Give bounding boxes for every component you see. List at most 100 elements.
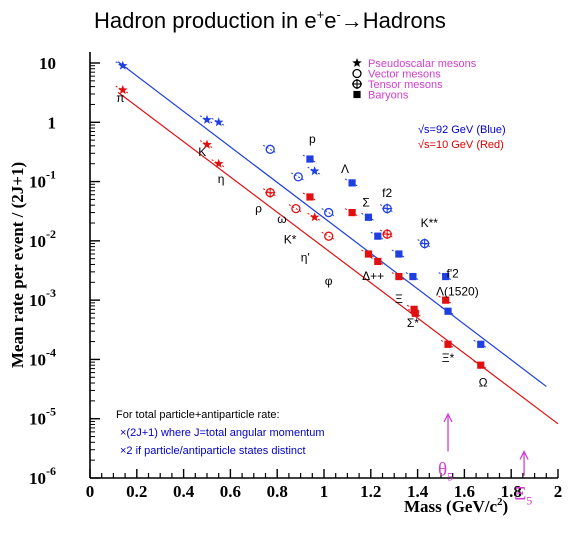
legend-label: Vector mesons	[368, 69, 441, 81]
square-marker	[348, 208, 356, 217]
particle-label: K*	[284, 233, 297, 247]
legend-label: Pseudoscalar mesons	[368, 58, 477, 70]
note-line: ×2 if particle/antiparticle states disti…	[120, 445, 306, 457]
square-marker	[477, 361, 485, 369]
particle-label: η'	[301, 250, 310, 264]
x-tick-label: 0.8	[267, 482, 288, 501]
square-marker	[364, 250, 373, 258]
star-marker	[309, 166, 320, 176]
point-error-bar	[291, 172, 306, 182]
y-tick-label: 10-6	[29, 464, 56, 488]
arrow-label: θ5	[438, 459, 453, 483]
square-marker	[348, 179, 356, 187]
cross-circle-marker	[352, 79, 362, 89]
fit-line	[117, 91, 559, 425]
x-tick-label: 1	[320, 482, 329, 501]
square-marker	[306, 193, 314, 201]
circle-marker	[293, 172, 303, 182]
square-marker	[409, 272, 417, 281]
y-tick-label: 10-2	[29, 227, 56, 251]
fit-lines	[117, 61, 559, 425]
x-tick-label: 1.8	[501, 482, 522, 501]
point-error-bar	[262, 144, 278, 154]
legend-label: Tensor mesons	[368, 79, 443, 91]
chart-title: Hadron production in e+e-→Hadrons	[94, 7, 446, 33]
y-tick-label: 10-5	[29, 405, 56, 429]
circle-marker	[324, 231, 334, 241]
y-axis-label: Mean rate per event / (2J+1)	[8, 162, 27, 368]
particle-label: Δ++	[362, 269, 384, 283]
data-points	[115, 60, 489, 370]
cross-circle-marker	[419, 238, 430, 249]
y-tick-label: 10-4	[29, 345, 56, 369]
arrow-head	[443, 412, 453, 423]
particle-label: K	[198, 145, 206, 159]
square-marker	[410, 305, 418, 313]
particle-label: π	[116, 91, 124, 105]
star-marker	[118, 85, 128, 95]
star-marker	[202, 139, 212, 149]
point-error-bar	[288, 204, 304, 214]
x-axis-label: Mass (GeV/c2)	[404, 496, 508, 516]
square-marker	[395, 272, 403, 281]
particle-label: η	[218, 172, 225, 186]
particle-label: Ξ	[395, 292, 403, 306]
particle-label: f2	[382, 186, 392, 200]
fit-line	[117, 61, 547, 387]
square-marker	[444, 307, 452, 315]
particle-label: ω	[277, 212, 286, 226]
y-tick-label: 10-3	[29, 286, 56, 310]
energy-labels: √s=92 GeV (Blue) √s=10 GeV (Red)	[418, 124, 506, 151]
particle-label: φ	[325, 274, 333, 288]
ticks: 0 0.2 0.4 0.6 0.8 1 1.2 1.4 1.6 1.8 2 10 1 10-1 10-2 10…	[29, 54, 562, 501]
square-marker	[306, 155, 314, 163]
square-marker	[411, 309, 419, 317]
square-marker	[442, 296, 450, 304]
square-marker	[442, 272, 450, 281]
energy-label: √s=92 GeV (Blue)	[418, 124, 506, 136]
x-tick-label: 0.6	[220, 482, 241, 501]
star-marker	[118, 60, 128, 70]
x-tick-label: 0.4	[173, 482, 195, 501]
square-marker	[374, 257, 382, 266]
circle-marker	[324, 207, 334, 218]
star-marker	[213, 117, 224, 127]
particle-label: f'2	[447, 267, 460, 281]
circle-marker	[291, 203, 301, 214]
x-tick-label: 2	[554, 482, 563, 501]
star-marker	[309, 212, 320, 222]
point-error-bar	[321, 208, 336, 218]
particle-label: Λ	[341, 162, 349, 176]
square-marker	[353, 90, 361, 99]
note-line: For total particle+antiparticle rate:	[116, 409, 280, 421]
particle-label: Σ*	[407, 316, 419, 330]
x-tick-label: 1.4	[407, 482, 429, 501]
square-marker	[364, 213, 373, 221]
star-marker	[202, 114, 212, 124]
point-error-bar	[321, 231, 336, 241]
x-tick-label: 1.2	[360, 482, 381, 501]
square-marker	[477, 340, 485, 348]
x-tick-label: 0.2	[126, 482, 147, 501]
square-marker	[374, 232, 382, 240]
y-tick-label: 10-1	[29, 168, 56, 192]
square-marker	[444, 340, 452, 348]
circle-marker	[352, 68, 362, 79]
cross-circle-marker	[382, 229, 393, 240]
particle-label: ρ	[255, 202, 262, 216]
star-marker	[213, 158, 224, 168]
notes: For total particle+antiparticle rate: ×(2…	[116, 409, 325, 457]
particle-label: Σ	[362, 195, 369, 209]
arrow-label: Ξ5	[514, 484, 532, 508]
x-tick-label: 0	[86, 482, 95, 501]
particle-label: K**	[421, 216, 439, 230]
prediction-arrows: θ5 Ξ5	[438, 412, 532, 508]
circle-marker	[265, 144, 275, 154]
energy-label: √s=10 GeV (Red)	[418, 139, 504, 151]
cross-circle-marker	[265, 187, 276, 198]
arrow-head	[519, 450, 529, 460]
note-line: ×(2J+1) where J=total angular momentum	[120, 427, 325, 439]
square-marker	[395, 250, 403, 258]
